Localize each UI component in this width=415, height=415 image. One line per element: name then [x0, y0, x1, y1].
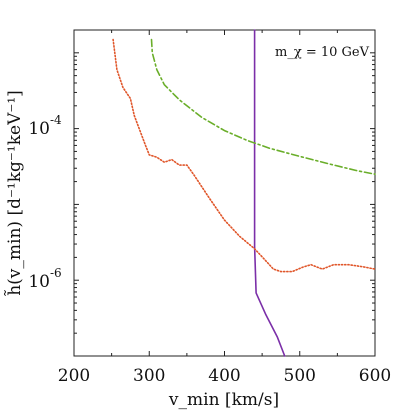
mass-annotation: m_χ = 10 GeV: [275, 45, 370, 60]
series-line-dashdot: [150, 38, 376, 175]
x-tick-label: 600: [359, 366, 391, 386]
x-tick-label: 500: [284, 366, 316, 386]
y-axis-label: h̃(v_min) [d⁻¹kg⁻¹keV⁻¹]: [4, 90, 25, 296]
y-tick-label-1e-4: 10 -4: [28, 113, 62, 139]
x-tick-label: 300: [133, 366, 165, 386]
y-tick-exponent: -6: [50, 266, 62, 280]
y-tick-label-1e-6: 10 -6: [28, 266, 61, 292]
plot-area: [73, 29, 376, 357]
series-line-dotted: [112, 38, 376, 273]
x-tick-label: 400: [208, 366, 240, 386]
x-tick-label: 200: [58, 366, 90, 386]
y-tick-base: 10: [28, 119, 50, 139]
ticks: [73, 29, 376, 357]
series-line-solid: [253, 29, 286, 357]
y-tick-base: 10: [28, 272, 50, 292]
series-layer: [112, 29, 376, 357]
x-axis-label: v_min [km/s]: [168, 390, 279, 410]
y-tick-exponent: -4: [50, 113, 62, 127]
